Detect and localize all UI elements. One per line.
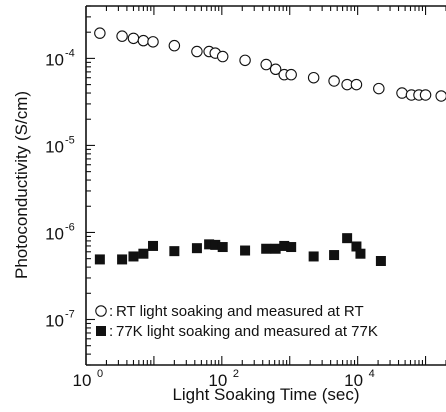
y-tick-label-exponent: -6 <box>65 221 75 233</box>
data-point <box>260 58 272 71</box>
x-tick-label-exponent: 0 <box>97 368 103 380</box>
data-point <box>216 50 229 63</box>
data-point <box>169 246 180 257</box>
data-point <box>94 27 106 39</box>
data-point <box>261 243 272 254</box>
data-point <box>342 233 353 244</box>
data-point <box>117 254 128 265</box>
axis-ticks-group <box>85 5 446 366</box>
axis-tick-labels-group: 10 0 10 2 10 410 -710 -610 -510 -4 <box>45 47 375 390</box>
data-point <box>147 36 159 48</box>
data-point <box>210 239 221 250</box>
data-point <box>204 239 215 250</box>
legend-separator: : <box>109 303 113 320</box>
x-tick-label: 10 <box>73 371 92 390</box>
legend-marker <box>96 326 106 336</box>
data-point <box>116 30 128 42</box>
x-tick-label: 10 <box>208 371 227 390</box>
data-point <box>435 90 446 102</box>
data-point <box>148 240 159 251</box>
data-marks-group <box>94 27 446 266</box>
y-tick-label: 10 <box>45 137 64 156</box>
legend: : RT light soaking and measured at RT: 77K… <box>95 303 378 340</box>
data-point <box>375 255 386 266</box>
y-tick-label: 10 <box>45 224 64 243</box>
data-point <box>373 82 385 95</box>
data-point <box>270 243 281 254</box>
data-point <box>350 78 363 91</box>
data-point <box>239 54 251 67</box>
x-tick-label-exponent: 4 <box>369 368 375 380</box>
data-point <box>127 32 140 45</box>
data-point <box>328 75 340 87</box>
x-tick-label-exponent: 2 <box>233 368 239 380</box>
data-point <box>286 242 297 253</box>
data-point <box>355 248 366 259</box>
data-point <box>269 63 282 76</box>
data-point <box>168 39 181 52</box>
data-point <box>217 242 228 253</box>
data-point <box>191 243 202 254</box>
legend-entry-label: RT light soaking and measured at RT <box>116 303 364 320</box>
legend-entry-label: 77K light soaking and measured at 77K <box>116 323 378 340</box>
data-point <box>351 241 362 252</box>
y-axis-label: Photoconductivity (S/cm) <box>12 91 31 279</box>
y-tick-label: 10 <box>45 50 64 69</box>
data-point <box>285 68 297 81</box>
data-point <box>191 45 203 58</box>
plot-frame-group <box>85 5 446 366</box>
data-point <box>137 34 150 47</box>
y-tick-label: 10 <box>45 311 64 330</box>
x-tick-label: 10 <box>344 371 363 390</box>
x-axis-label: Light Soaking Time (sec) <box>172 385 359 404</box>
data-point <box>94 254 105 265</box>
data-point <box>240 245 251 256</box>
y-tick-label-exponent: -4 <box>65 47 75 59</box>
data-point <box>279 240 290 251</box>
data-point <box>128 251 139 262</box>
legend-marker <box>95 305 107 317</box>
legend-separator: : <box>109 323 113 340</box>
data-point <box>138 248 149 259</box>
data-point <box>419 89 432 101</box>
data-point <box>308 251 319 262</box>
y-tick-label-exponent: -7 <box>65 308 75 320</box>
data-point <box>396 87 408 99</box>
data-point <box>329 250 340 261</box>
y-tick-label-exponent: -5 <box>65 134 75 146</box>
data-point <box>307 71 320 84</box>
